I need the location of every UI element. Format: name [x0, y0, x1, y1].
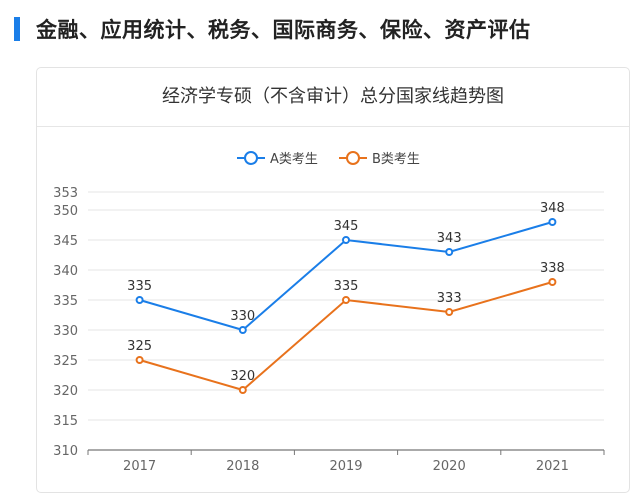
- x-tick-label: 2020: [433, 459, 466, 474]
- data-label: 333: [437, 291, 462, 306]
- heading-text: 金融、应用统计、税务、国际商务、保险、资产评估: [36, 18, 531, 42]
- series-b: 325 320 335 333 338: [127, 261, 565, 394]
- x-axis: 2017 2018 2019 2020 2021: [87, 449, 605, 474]
- legend-item: A类考生: [237, 151, 318, 167]
- legend-marker-icon: [346, 151, 360, 165]
- data-point: [548, 218, 557, 226]
- chart-title: 经济学专硕（不含审计）总分国家线趋势图: [37, 68, 629, 127]
- section-heading: 金融、应用统计、税务、国际商务、保险、资产评估: [14, 15, 531, 43]
- data-label: 338: [540, 261, 565, 276]
- data-label: 348: [540, 201, 565, 216]
- data-label: 335: [127, 279, 152, 294]
- y-tick-label: 345: [53, 234, 78, 249]
- y-tick-label: 340: [53, 264, 78, 279]
- y-tick-label: 330: [53, 324, 78, 339]
- data-label: 320: [230, 369, 255, 384]
- data-label: 330: [230, 309, 255, 324]
- legend-item: B类考生: [339, 151, 420, 167]
- y-tick-label: 353: [53, 186, 78, 201]
- data-point: [135, 356, 144, 364]
- legend-label: B类考生: [372, 152, 420, 167]
- data-point: [238, 326, 247, 334]
- data-label: 343: [437, 231, 462, 246]
- y-tick-label: 315: [53, 414, 78, 429]
- data-point: [548, 278, 557, 286]
- data-point: [342, 236, 350, 244]
- chart-card: 经济学专硕（不含审计）总分国家线趋势图: [36, 67, 630, 493]
- x-tick-label: 2021: [536, 459, 569, 474]
- grid-lines: [88, 191, 604, 421]
- x-tick-label: 2018: [226, 459, 259, 474]
- y-tick-label: 320: [53, 384, 78, 399]
- series-a: 335 330 345 343 348: [127, 201, 565, 334]
- data-label: 345: [334, 219, 359, 234]
- y-tick-label: 325: [53, 354, 78, 369]
- data-label: 335: [334, 279, 359, 294]
- data-point: [445, 248, 454, 256]
- y-axis: 310 315 320 325 330 335 340 345 350 353: [53, 186, 78, 459]
- series-group: 335 330 345 343 348 325 320 335 333 338: [127, 201, 565, 394]
- x-tick-label: 2017: [123, 459, 156, 474]
- data-point: [135, 296, 144, 304]
- y-tick-label: 350: [53, 204, 78, 219]
- x-tick-label: 2019: [329, 459, 362, 474]
- data-point: [238, 386, 247, 394]
- legend-marker-icon: [244, 151, 258, 165]
- heading-accent-bar: [14, 17, 20, 41]
- data-point: [342, 296, 350, 304]
- legend-label: A类考生: [270, 152, 318, 167]
- data-label: 325: [127, 339, 152, 354]
- data-point: [445, 308, 454, 316]
- legend: A类考生 B类考生: [237, 151, 420, 167]
- y-tick-label: 310: [53, 444, 78, 459]
- y-tick-label: 335: [53, 294, 78, 309]
